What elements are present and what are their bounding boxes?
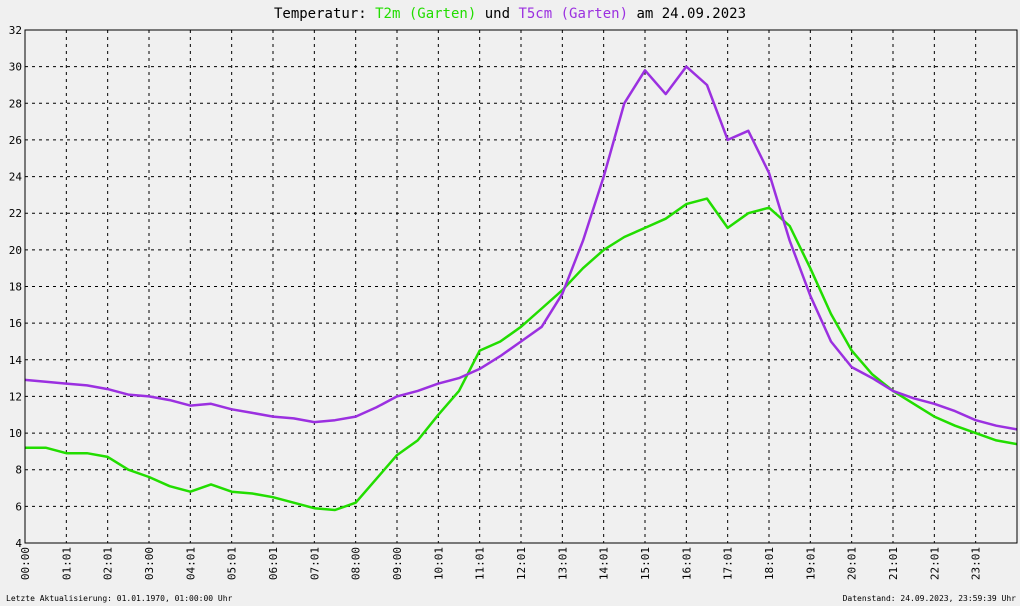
x-tick-label: 05:01 bbox=[226, 547, 239, 580]
x-tick-label: 20:01 bbox=[846, 547, 859, 580]
y-axis-ticks: 4 6 8 10 12 14 16 18 20 22 24 26 28 30 32 bbox=[9, 24, 23, 550]
y-tick-label: 30 bbox=[9, 61, 22, 74]
y-tick-label: 28 bbox=[9, 97, 22, 110]
x-tick-label: 04:01 bbox=[184, 547, 197, 580]
y-tick-label: 4 bbox=[15, 537, 22, 550]
x-tick-label: 13:01 bbox=[556, 547, 569, 580]
series-line-t5cm bbox=[24, 65, 1018, 431]
x-tick-label: 18:01 bbox=[763, 547, 776, 580]
x-tick-label: 01:01 bbox=[60, 547, 73, 580]
x-tick-label: 07:01 bbox=[308, 547, 321, 580]
y-tick-label: 26 bbox=[9, 134, 22, 147]
x-tick-label: 08:00 bbox=[350, 547, 363, 580]
y-tick-label: 6 bbox=[15, 500, 22, 513]
y-tick-label: 8 bbox=[15, 464, 22, 477]
title-series-t5cm: T5cm (Garten) bbox=[518, 6, 628, 22]
y-tick-label: 14 bbox=[9, 354, 23, 367]
series-line-t2m bbox=[25, 197, 1018, 512]
y-tick-label: 22 bbox=[9, 207, 22, 220]
x-tick-label: 19:01 bbox=[804, 547, 817, 580]
series-lines bbox=[24, 65, 1018, 512]
y-tick-label: 20 bbox=[9, 244, 22, 257]
x-tick-label: 06:01 bbox=[267, 547, 280, 580]
x-tick-label: 14:01 bbox=[598, 547, 611, 580]
grid-lines bbox=[25, 30, 1017, 543]
footer-last-update: Letzte Aktualisierung: 01.01.1970, 01:00… bbox=[6, 594, 233, 603]
y-tick-label: 18 bbox=[9, 281, 22, 294]
x-tick-label: 17:01 bbox=[722, 547, 735, 580]
x-tick-label: 16:01 bbox=[680, 547, 693, 580]
y-tick-label: 32 bbox=[9, 24, 22, 37]
x-tick-label: 23:01 bbox=[970, 547, 983, 580]
chart-title: Temperatur: T2m (Garten) und T5cm (Garte… bbox=[274, 6, 746, 22]
x-tick-label: 15:01 bbox=[639, 547, 652, 580]
plot-frame bbox=[24, 29, 1018, 544]
x-axis-ticks: 00:00 01:01 02:01 03:00 04:01 05:01 06:01 07:01… bbox=[19, 547, 983, 580]
title-prefix: Temperatur: bbox=[274, 6, 375, 22]
x-tick-label: 22:01 bbox=[928, 547, 941, 580]
title-middle: und bbox=[485, 6, 519, 22]
x-tick-label: 12:01 bbox=[515, 547, 528, 580]
y-tick-label: 16 bbox=[9, 317, 22, 330]
y-tick-label: 24 bbox=[9, 171, 23, 184]
title-suffix: am 24.09.2023 bbox=[636, 6, 746, 22]
x-tick-label: 21:01 bbox=[887, 547, 900, 580]
title-series-t2m: T2m (Garten) bbox=[375, 6, 476, 22]
x-tick-label: 09:00 bbox=[391, 547, 404, 580]
x-tick-label: 11:01 bbox=[474, 547, 487, 580]
footer-data-status: Datenstand: 24.09.2023, 23:59:39 Uhr bbox=[843, 594, 1017, 603]
y-tick-label: 10 bbox=[9, 427, 22, 440]
x-tick-label: 10:01 bbox=[432, 547, 445, 580]
x-tick-label: 02:01 bbox=[102, 547, 115, 580]
x-tick-label: 00:00 bbox=[19, 547, 32, 580]
x-tick-label: 03:00 bbox=[143, 547, 156, 580]
y-tick-label: 12 bbox=[9, 390, 22, 403]
